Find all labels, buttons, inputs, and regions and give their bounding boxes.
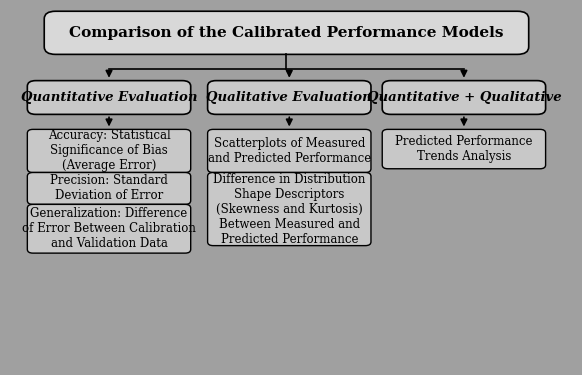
FancyBboxPatch shape (208, 81, 371, 114)
Text: Precision: Standard
Deviation of Error: Precision: Standard Deviation of Error (50, 174, 168, 202)
FancyBboxPatch shape (27, 172, 191, 204)
Text: Qualitative Evaluation: Qualitative Evaluation (207, 91, 372, 104)
FancyBboxPatch shape (27, 204, 191, 253)
FancyBboxPatch shape (382, 81, 545, 114)
FancyBboxPatch shape (44, 11, 528, 54)
Text: Predicted Performance
Trends Analysis: Predicted Performance Trends Analysis (395, 135, 533, 163)
FancyBboxPatch shape (382, 129, 545, 169)
Text: Scatterplots of Measured
and Predicted Performance: Scatterplots of Measured and Predicted P… (208, 137, 371, 165)
Text: Comparison of the Calibrated Performance Models: Comparison of the Calibrated Performance… (69, 26, 503, 40)
Text: Accuracy: Statistical
Significance of Bias
(Average Error): Accuracy: Statistical Significance of Bi… (48, 129, 171, 172)
Text: Quantitative Evaluation: Quantitative Evaluation (21, 91, 197, 104)
FancyBboxPatch shape (27, 81, 191, 114)
Text: Generalization: Difference
of Error Between Calibration
and Validation Data: Generalization: Difference of Error Betw… (22, 207, 196, 250)
Text: Difference in Distribution
Shape Descriptors
(Skewness and Kurtosis)
Between Mea: Difference in Distribution Shape Descrip… (213, 172, 365, 246)
Text: Quantitative + Qualitative: Quantitative + Qualitative (367, 91, 561, 104)
FancyBboxPatch shape (27, 129, 191, 172)
FancyBboxPatch shape (208, 172, 371, 246)
FancyBboxPatch shape (208, 129, 371, 172)
